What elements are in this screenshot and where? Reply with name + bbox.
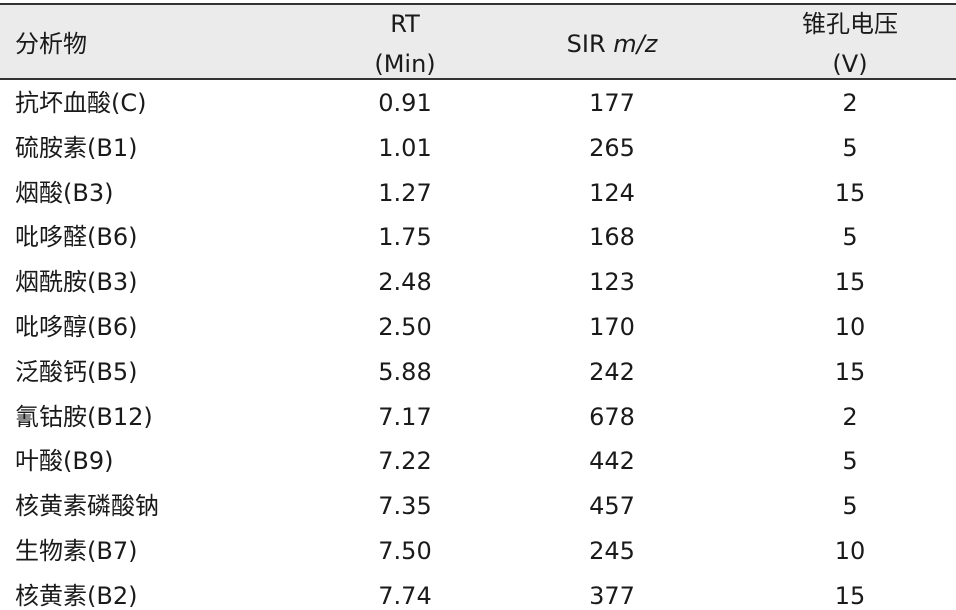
header-unit: m/z [613,30,658,58]
analyte-cell: 核黄素(B2) [15,581,138,610]
analyte-cell: 烟酸(B3) [15,178,114,207]
value-cell: 170 [589,313,635,341]
value-cell: 15 [834,581,866,610]
value-cell: 5 [842,133,858,162]
header-cell: 锥孔电压 [802,10,898,38]
value-cell: 2 [842,402,858,431]
analyte-cell: 吡哆醛(B6) [15,223,138,252]
analyte-cell: 硫胺素(B1) [15,133,138,162]
value-cell: 7.35 [378,492,432,521]
value-cell: 678 [589,402,635,431]
value-cell: 5 [842,447,858,476]
value-cell: 7.22 [378,447,432,476]
analyte-cell: 吡哆醇(B6) [15,313,138,341]
header-cell: SIR m/z [567,32,658,56]
value-cell: 0.91 [378,89,432,117]
value-cell: 7.50 [378,537,432,565]
value-cell: 5.88 [378,357,432,386]
value-cell: 265 [589,133,635,162]
value-cell: 2.50 [378,313,432,341]
analyte-cell: 叶酸(B9) [15,447,114,476]
value-cell: 15 [834,357,866,386]
value-cell: 245 [589,537,635,565]
value-cell: 177 [589,89,635,117]
value-cell: 1.75 [378,223,432,252]
analyte-cell: 烟酰胺(B3) [15,268,138,297]
value-cell: 2.48 [378,268,432,297]
header-text: SIR [566,30,606,58]
analyte-cell: 氰钴胺(B12) [15,402,153,431]
value-cell: 7.17 [378,402,432,431]
value-cell: 124 [589,178,635,207]
value-cell: 15 [834,178,866,207]
header-cell: RT [390,10,420,38]
header-cell: (V) [832,50,868,78]
value-cell: 10 [834,537,866,565]
value-cell: 15 [834,268,866,297]
value-cell: 442 [589,447,635,476]
value-cell: 457 [589,492,635,521]
value-cell: 5 [842,492,858,521]
value-cell: 7.74 [378,581,432,610]
analyte-cell: 核黄素磷酸钠 [15,492,159,521]
header-cell: (Min) [374,50,436,78]
value-cell: 168 [589,223,635,252]
value-cell: 5 [842,223,858,252]
value-cell: 123 [589,268,635,297]
header-cell: 分析物 [15,30,87,58]
value-cell: 242 [589,357,635,386]
value-cell: 1.01 [378,133,432,162]
value-cell: 377 [589,581,635,610]
value-cell: 1.27 [378,178,432,207]
analyte-cell: 泛酸钙(B5) [15,357,138,386]
analyte-cell: 生物素(B7) [15,537,138,565]
value-cell: 2 [842,89,858,117]
value-cell: 10 [834,313,866,341]
header-background [0,3,956,80]
analyte-cell: 抗坏血酸(C) [15,89,147,117]
